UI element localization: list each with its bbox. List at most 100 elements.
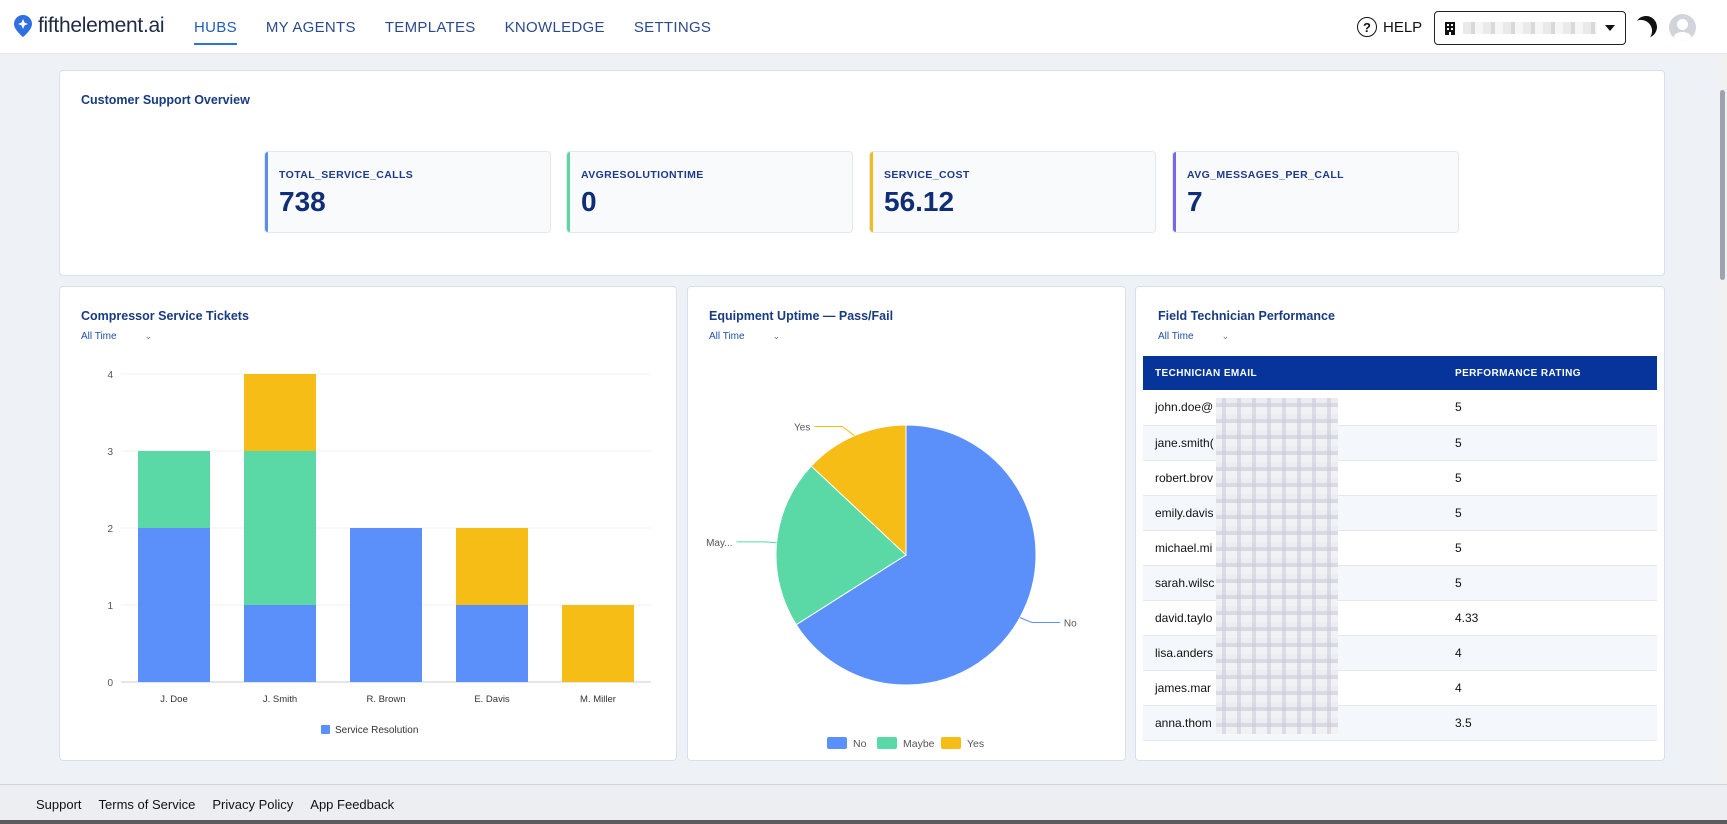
legend-swatch bbox=[321, 725, 330, 734]
brand-name: fifthelement.ai bbox=[38, 14, 165, 37]
legend-swatch bbox=[877, 737, 897, 749]
help-label: HELP bbox=[1383, 18, 1423, 36]
y-tick-label: 1 bbox=[107, 601, 113, 612]
footer-link-feedback[interactable]: App Feedback bbox=[310, 797, 395, 812]
nav-templates[interactable]: TEMPLATES bbox=[384, 19, 476, 36]
kpi-avg-resolution-time: AVGRESOLUTIONTIME 0 bbox=[566, 151, 853, 233]
building-icon bbox=[1445, 21, 1455, 35]
organization-name-redacted bbox=[1463, 22, 1597, 34]
main-nav: HUBS MY AGENTS TEMPLATES KNOWLEDGE SETTI… bbox=[194, 19, 711, 45]
organization-select[interactable] bbox=[1434, 11, 1626, 45]
kpi-total-service-calls: TOTAL_SERVICE_CALLS 738 bbox=[264, 151, 551, 233]
brand-logo[interactable]: fifthelement.ai bbox=[14, 14, 165, 38]
bar-segment bbox=[562, 605, 634, 682]
dark-mode-toggle-icon[interactable] bbox=[1632, 13, 1660, 41]
bar-segment bbox=[456, 605, 528, 682]
help-button[interactable]: ? HELP bbox=[1357, 17, 1422, 37]
cell-rating: 5 bbox=[1443, 495, 1657, 531]
nav-my-agents[interactable]: MY AGENTS bbox=[265, 19, 356, 36]
tickets-title: Compressor Service Tickets bbox=[81, 309, 249, 323]
bar-segment bbox=[244, 605, 316, 682]
kpi-label: TOTAL_SERVICE_CALLS bbox=[279, 169, 414, 181]
cell-rating: 4 bbox=[1443, 670, 1657, 706]
redacted-email-overlay bbox=[1216, 398, 1338, 734]
cell-rating: 5 bbox=[1443, 425, 1657, 461]
window-bottom-edge bbox=[0, 820, 1727, 824]
chevron-down-icon: ⌄ bbox=[144, 331, 153, 341]
kpi-service-cost: SERVICE_COST 56.12 bbox=[869, 151, 1156, 233]
pie-leader-line bbox=[736, 541, 777, 544]
cell-rating: 5 bbox=[1443, 390, 1657, 426]
x-tick-label: J. Doe bbox=[160, 694, 187, 705]
top-navigation-bar: fifthelement.ai HUBS MY AGENTS TEMPLATES… bbox=[0, 0, 1727, 54]
column-header-rating[interactable]: PERFORMANCE RATING bbox=[1443, 356, 1657, 390]
uptime-pie-chart: No May... Yes No Maybe Yes bbox=[706, 423, 1077, 750]
table-header-row: TECHNICIAN EMAIL PERFORMANCE RATING bbox=[1143, 356, 1657, 390]
kpi-value: 0 bbox=[581, 186, 597, 217]
footer-link-terms[interactable]: Terms of Service bbox=[98, 797, 196, 812]
pie-slice-label: May... bbox=[706, 538, 732, 549]
cell-rating: 3.5 bbox=[1443, 705, 1657, 741]
nav-settings[interactable]: SETTINGS bbox=[633, 19, 712, 36]
y-tick-label: 2 bbox=[107, 524, 113, 535]
x-tick-label: J. Smith bbox=[263, 694, 297, 705]
bar-segment bbox=[244, 451, 316, 605]
x-tick-label: E. Davis bbox=[474, 694, 510, 705]
legend-label: Service Resolution bbox=[335, 725, 418, 736]
bar-segment bbox=[244, 374, 316, 451]
kpi-label: AVGRESOLUTIONTIME bbox=[581, 169, 704, 181]
kpi-value: 56.12 bbox=[884, 186, 955, 217]
nav-knowledge[interactable]: KNOWLEDGE bbox=[504, 19, 605, 36]
kpi-accent-bar bbox=[870, 152, 873, 232]
cell-rating: 5 bbox=[1443, 530, 1657, 566]
kpi-accent-bar bbox=[265, 152, 268, 232]
kpi-avg-messages-per-call: AVG_MESSAGES_PER_CALL 7 bbox=[1172, 151, 1459, 233]
legend-swatch bbox=[941, 737, 961, 749]
y-tick-label: 4 bbox=[107, 370, 113, 381]
page-scrollbar[interactable] bbox=[1718, 54, 1727, 784]
technician-time-filter[interactable]: All Time ⌄ bbox=[1158, 331, 1229, 342]
x-tick-label: R. Brown bbox=[366, 694, 405, 705]
pie-slice bbox=[795, 424, 1037, 686]
footer-link-privacy[interactable]: Privacy Policy bbox=[212, 797, 294, 812]
pie-leader-line bbox=[1019, 617, 1060, 623]
kpi-label: AVG_MESSAGES_PER_CALL bbox=[1187, 169, 1344, 181]
kpi-label: SERVICE_COST bbox=[884, 169, 970, 181]
cell-rating: 5 bbox=[1443, 460, 1657, 496]
chevron-down-icon: ⌄ bbox=[772, 331, 781, 341]
user-avatar[interactable] bbox=[1669, 14, 1696, 41]
logo-icon bbox=[14, 15, 32, 37]
pie-slice bbox=[775, 465, 907, 626]
chevron-down-icon bbox=[1605, 25, 1615, 31]
uptime-time-filter[interactable]: All Time ⌄ bbox=[709, 331, 780, 342]
y-tick-label: 0 bbox=[107, 678, 113, 689]
footer: Support Terms of Service Privacy Policy … bbox=[0, 784, 1727, 824]
kpi-value: 738 bbox=[279, 186, 326, 217]
filter-value: All Time bbox=[81, 331, 117, 342]
pie-slice-label: Yes bbox=[794, 423, 810, 434]
footer-link-support[interactable]: Support bbox=[36, 797, 82, 812]
kpi-accent-bar bbox=[567, 152, 570, 232]
bar-segment bbox=[138, 528, 210, 682]
overview-title: Customer Support Overview bbox=[81, 93, 250, 107]
x-tick-label: M. Miller bbox=[580, 694, 616, 705]
column-header-email[interactable]: TECHNICIAN EMAIL bbox=[1143, 356, 1443, 390]
legend-label: No bbox=[853, 738, 867, 750]
uptime-title: Equipment Uptime — Pass/Fail bbox=[709, 309, 894, 323]
bar-segment bbox=[456, 528, 528, 605]
filter-value: All Time bbox=[1158, 331, 1194, 342]
kpi-value: 7 bbox=[1187, 186, 1203, 217]
legend-label: Maybe bbox=[903, 738, 935, 750]
tickets-time-filter[interactable]: All Time ⌄ bbox=[81, 331, 152, 342]
chevron-down-icon: ⌄ bbox=[1221, 331, 1230, 341]
nav-hubs[interactable]: HUBS bbox=[194, 19, 237, 45]
legend-swatch bbox=[827, 737, 847, 749]
y-tick-label: 3 bbox=[107, 447, 113, 458]
tickets-bar-chart: 0 1 2 3 4 J. Doe J. Smith R. Brown E. Davis M. Mi… bbox=[107, 370, 651, 736]
scrollbar-thumb[interactable] bbox=[1720, 90, 1725, 280]
cell-rating: 5 bbox=[1443, 565, 1657, 601]
pie-slice-label: No bbox=[1064, 618, 1077, 629]
pie-leader-line bbox=[814, 426, 855, 437]
filter-value: All Time bbox=[709, 331, 745, 342]
cell-rating: 4 bbox=[1443, 635, 1657, 671]
